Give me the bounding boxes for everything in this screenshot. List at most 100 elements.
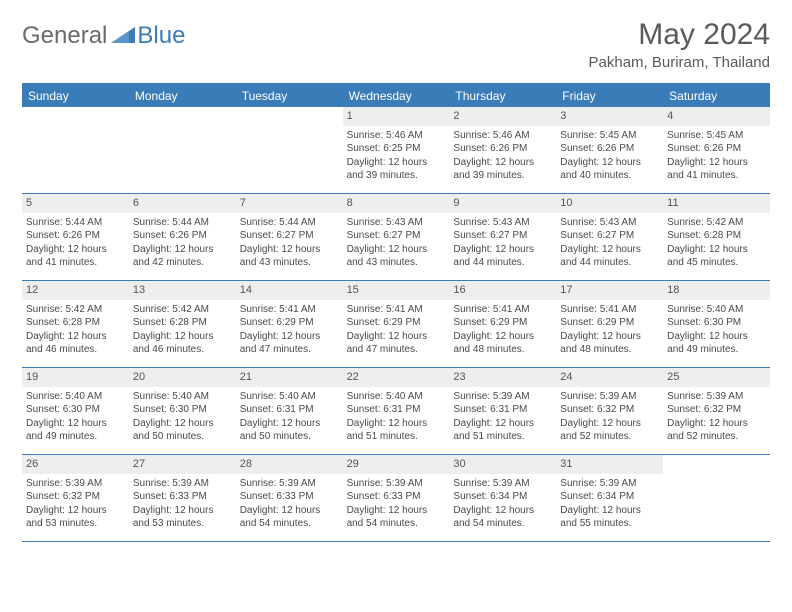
day-headers-row: Sunday Monday Tuesday Wednesday Thursday… — [22, 85, 770, 107]
calendar-cell: 18Sunrise: 5:40 AMSunset: 6:30 PMDayligh… — [663, 281, 770, 367]
calendar-cell: 4Sunrise: 5:45 AMSunset: 6:26 PMDaylight… — [663, 107, 770, 193]
calendar-cell: 17Sunrise: 5:41 AMSunset: 6:29 PMDayligh… — [556, 281, 663, 367]
sunrise-text: Sunrise: 5:45 AM — [667, 129, 766, 143]
logo-text-blue: Blue — [137, 22, 185, 50]
day-number: 5 — [22, 194, 129, 213]
sunrise-text: Sunrise: 5:39 AM — [240, 477, 339, 491]
calendar-cell: 9Sunrise: 5:43 AMSunset: 6:27 PMDaylight… — [449, 194, 556, 280]
daylight-text: Daylight: 12 hours and 53 minutes. — [133, 504, 232, 531]
sunset-text: Sunset: 6:33 PM — [240, 490, 339, 504]
sunset-text: Sunset: 6:28 PM — [133, 316, 232, 330]
week-row: 19Sunrise: 5:40 AMSunset: 6:30 PMDayligh… — [22, 368, 770, 455]
sunset-text: Sunset: 6:30 PM — [667, 316, 766, 330]
calendar-cell: 31Sunrise: 5:39 AMSunset: 6:34 PMDayligh… — [556, 455, 663, 541]
day-number: 8 — [343, 194, 450, 213]
calendar-cell: 15Sunrise: 5:41 AMSunset: 6:29 PMDayligh… — [343, 281, 450, 367]
week-row: 5Sunrise: 5:44 AMSunset: 6:26 PMDaylight… — [22, 194, 770, 281]
sunset-text: Sunset: 6:29 PM — [453, 316, 552, 330]
day-number: 22 — [343, 368, 450, 387]
day-number: 3 — [556, 107, 663, 126]
sunset-text: Sunset: 6:31 PM — [453, 403, 552, 417]
daylight-text: Daylight: 12 hours and 41 minutes. — [26, 243, 125, 270]
calendar-cell: 22Sunrise: 5:40 AMSunset: 6:31 PMDayligh… — [343, 368, 450, 454]
week-row: 1Sunrise: 5:46 AMSunset: 6:25 PMDaylight… — [22, 107, 770, 194]
calendar-cell: 26Sunrise: 5:39 AMSunset: 6:32 PMDayligh… — [22, 455, 129, 541]
daylight-text: Daylight: 12 hours and 43 minutes. — [240, 243, 339, 270]
day-number: 17 — [556, 281, 663, 300]
daylight-text: Daylight: 12 hours and 52 minutes. — [667, 417, 766, 444]
sunrise-text: Sunrise: 5:43 AM — [453, 216, 552, 230]
calendar-cell: 21Sunrise: 5:40 AMSunset: 6:31 PMDayligh… — [236, 368, 343, 454]
sunrise-text: Sunrise: 5:41 AM — [453, 303, 552, 317]
logo: General Blue — [22, 22, 185, 50]
daylight-text: Daylight: 12 hours and 48 minutes. — [453, 330, 552, 357]
day-number: 27 — [129, 455, 236, 474]
calendar-cell — [129, 107, 236, 193]
day-number: 14 — [236, 281, 343, 300]
day-header: Tuesday — [236, 85, 343, 107]
daylight-text: Daylight: 12 hours and 46 minutes. — [133, 330, 232, 357]
sunrise-text: Sunrise: 5:45 AM — [560, 129, 659, 143]
calendar-cell: 2Sunrise: 5:46 AMSunset: 6:26 PMDaylight… — [449, 107, 556, 193]
calendar-cell: 19Sunrise: 5:40 AMSunset: 6:30 PMDayligh… — [22, 368, 129, 454]
calendar-cell — [22, 107, 129, 193]
day-number: 6 — [129, 194, 236, 213]
daylight-text: Daylight: 12 hours and 39 minutes. — [453, 156, 552, 183]
day-header: Wednesday — [343, 85, 450, 107]
calendar-cell: 13Sunrise: 5:42 AMSunset: 6:28 PMDayligh… — [129, 281, 236, 367]
day-number: 15 — [343, 281, 450, 300]
sunset-text: Sunset: 6:34 PM — [453, 490, 552, 504]
sunset-text: Sunset: 6:27 PM — [347, 229, 446, 243]
day-number: 4 — [663, 107, 770, 126]
sunrise-text: Sunrise: 5:46 AM — [347, 129, 446, 143]
calendar-cell: 5Sunrise: 5:44 AMSunset: 6:26 PMDaylight… — [22, 194, 129, 280]
sunrise-text: Sunrise: 5:46 AM — [453, 129, 552, 143]
day-number: 24 — [556, 368, 663, 387]
daylight-text: Daylight: 12 hours and 49 minutes. — [667, 330, 766, 357]
calendar-cell: 12Sunrise: 5:42 AMSunset: 6:28 PMDayligh… — [22, 281, 129, 367]
sunrise-text: Sunrise: 5:39 AM — [453, 390, 552, 404]
daylight-text: Daylight: 12 hours and 55 minutes. — [560, 504, 659, 531]
daylight-text: Daylight: 12 hours and 44 minutes. — [560, 243, 659, 270]
calendar-cell: 11Sunrise: 5:42 AMSunset: 6:28 PMDayligh… — [663, 194, 770, 280]
sunset-text: Sunset: 6:26 PM — [560, 142, 659, 156]
daylight-text: Daylight: 12 hours and 46 minutes. — [26, 330, 125, 357]
day-number: 20 — [129, 368, 236, 387]
weeks-container: 1Sunrise: 5:46 AMSunset: 6:25 PMDaylight… — [22, 107, 770, 542]
day-number: 1 — [343, 107, 450, 126]
calendar-cell — [663, 455, 770, 541]
sunrise-text: Sunrise: 5:40 AM — [26, 390, 125, 404]
day-number: 11 — [663, 194, 770, 213]
sunrise-text: Sunrise: 5:44 AM — [240, 216, 339, 230]
calendar-cell: 6Sunrise: 5:44 AMSunset: 6:26 PMDaylight… — [129, 194, 236, 280]
daylight-text: Daylight: 12 hours and 47 minutes. — [347, 330, 446, 357]
day-number: 30 — [449, 455, 556, 474]
calendar-cell: 16Sunrise: 5:41 AMSunset: 6:29 PMDayligh… — [449, 281, 556, 367]
sunrise-text: Sunrise: 5:43 AM — [560, 216, 659, 230]
day-number: 18 — [663, 281, 770, 300]
calendar-cell: 29Sunrise: 5:39 AMSunset: 6:33 PMDayligh… — [343, 455, 450, 541]
day-number: 7 — [236, 194, 343, 213]
sunset-text: Sunset: 6:34 PM — [560, 490, 659, 504]
header: General Blue May 2024 Pakham, Buriram, T… — [22, 18, 770, 71]
sunset-text: Sunset: 6:31 PM — [240, 403, 339, 417]
daylight-text: Daylight: 12 hours and 48 minutes. — [560, 330, 659, 357]
sunset-text: Sunset: 6:29 PM — [347, 316, 446, 330]
day-header: Monday — [129, 85, 236, 107]
calendar-cell: 25Sunrise: 5:39 AMSunset: 6:32 PMDayligh… — [663, 368, 770, 454]
sunset-text: Sunset: 6:29 PM — [240, 316, 339, 330]
sunset-text: Sunset: 6:29 PM — [560, 316, 659, 330]
sunset-text: Sunset: 6:33 PM — [347, 490, 446, 504]
sunrise-text: Sunrise: 5:42 AM — [667, 216, 766, 230]
daylight-text: Daylight: 12 hours and 53 minutes. — [26, 504, 125, 531]
sunrise-text: Sunrise: 5:39 AM — [560, 390, 659, 404]
sunset-text: Sunset: 6:32 PM — [560, 403, 659, 417]
day-number: 10 — [556, 194, 663, 213]
day-number: 9 — [449, 194, 556, 213]
calendar-cell: 7Sunrise: 5:44 AMSunset: 6:27 PMDaylight… — [236, 194, 343, 280]
sunset-text: Sunset: 6:26 PM — [453, 142, 552, 156]
daylight-text: Daylight: 12 hours and 49 minutes. — [26, 417, 125, 444]
sunrise-text: Sunrise: 5:40 AM — [133, 390, 232, 404]
calendar-cell: 27Sunrise: 5:39 AMSunset: 6:33 PMDayligh… — [129, 455, 236, 541]
sunrise-text: Sunrise: 5:39 AM — [133, 477, 232, 491]
